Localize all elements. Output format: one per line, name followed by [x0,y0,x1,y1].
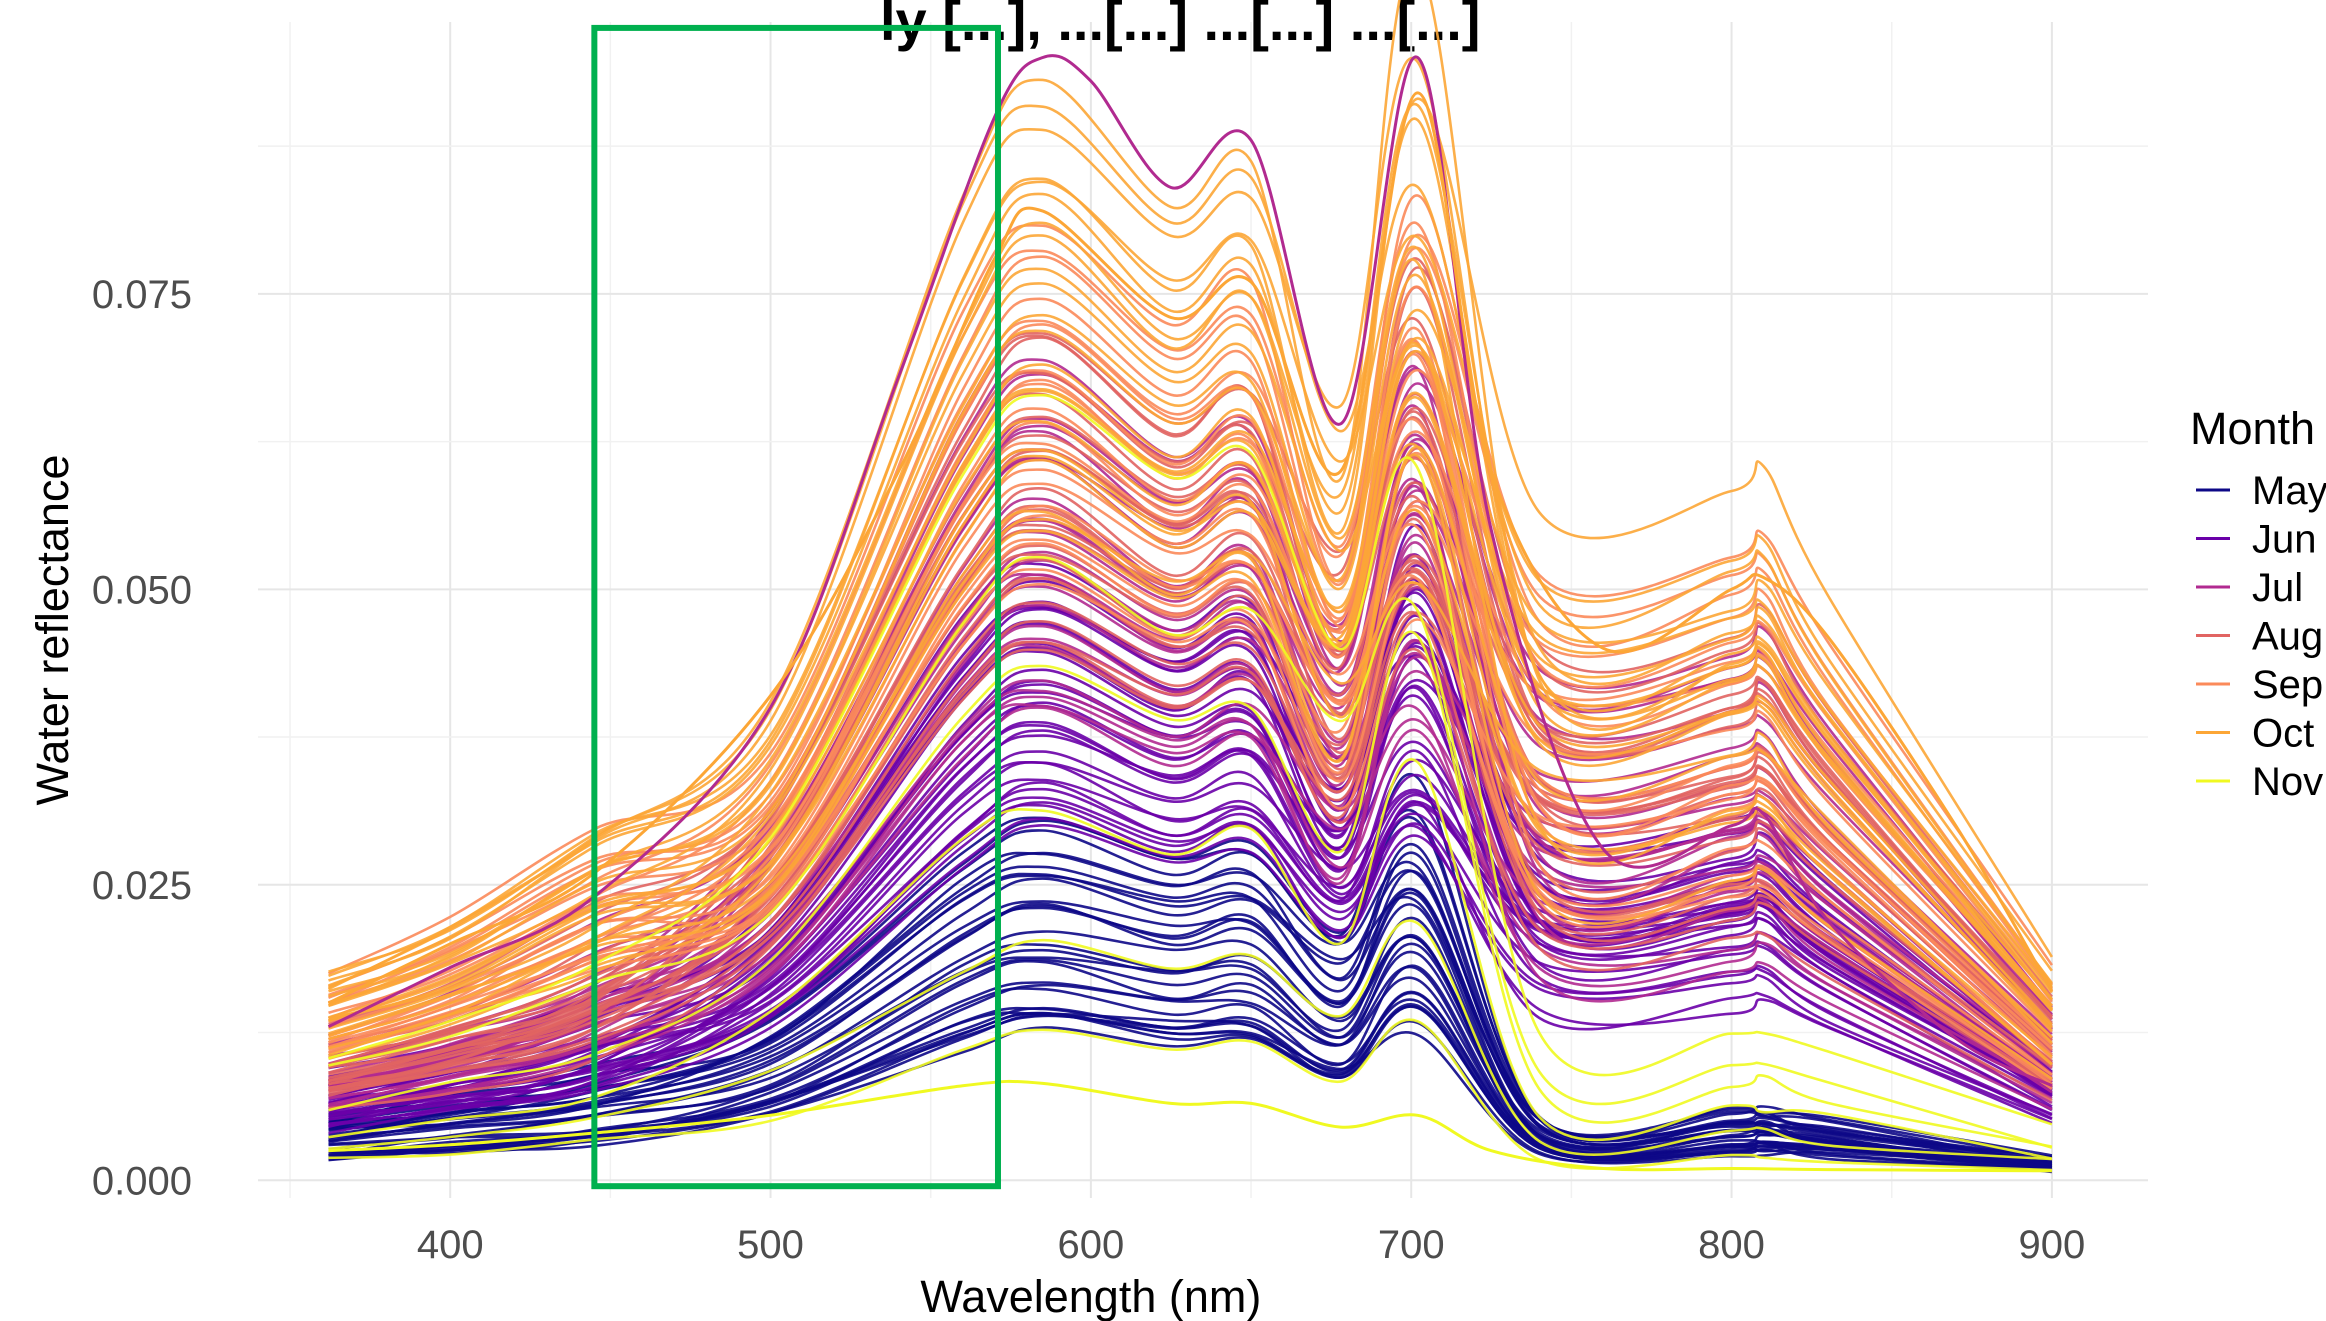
series-line-may [328,816,2053,1160]
series-line-nov-envelope [328,1079,2052,1173]
series-line-oct [328,102,2053,1007]
legend-label-sep: Sep [2252,663,2323,707]
series-line-oct [328,453,2053,1080]
series-line-oct-envelope [327,91,2054,1005]
series-line-sep [328,482,2053,1038]
x-tick-label: 700 [1378,1223,1445,1267]
x-tick-label: 400 [417,1223,484,1267]
series-line-nov [328,758,2053,1160]
series-line-aug [328,517,2053,1097]
series-line-oct [328,234,2053,1012]
series-line-may [328,865,2053,1163]
legend-label-oct: Oct [2252,712,2314,756]
series-line-oct [327,97,2054,990]
series-line-oct [328,267,2053,998]
axes: 400 500 600 700 800 900 0.000 0.025 0.050 0.075 [92,273,2085,1267]
series-line-nov [328,555,2053,1149]
series-line-nov [328,393,2053,1126]
series-line-jun [328,800,2053,1125]
series-line-jul [328,695,2053,1108]
y-tick-label: 0.075 [92,273,192,317]
series-line-jun [328,684,2053,1127]
series-line-sep [328,382,2053,1044]
legend-label-nov: Nov [2252,760,2323,804]
series-line-may [328,964,2052,1164]
x-tick-label: 600 [1058,1223,1125,1267]
series-line-sep [328,323,2053,1050]
highlight-box [591,24,1001,1190]
x-axis-title: Wavelength (nm) [920,1271,1261,1321]
series-line-may [328,933,2053,1171]
series-line-jul [328,679,2053,1105]
x-tick-label: 900 [2019,1223,2086,1267]
series-line-oct [328,517,2053,1050]
y-tick-label: 0.025 [92,864,192,908]
legend-label-aug: Aug [2252,615,2323,659]
series-line-aug [328,334,2053,1030]
series-line-sep [328,468,2053,1055]
legend-label-may: May [2252,469,2326,513]
series-line-nov [328,919,2052,1161]
series-line-nov [328,630,2053,1148]
series-line-jul-envelope [327,54,2053,1088]
y-tick-label: 0.050 [92,568,192,612]
series-line-oct [328,454,2053,1066]
series-line-oct [328,56,2053,1010]
series-line-may [328,976,2053,1168]
series-line-aug [328,570,2053,1086]
annotation-layer [591,24,1001,1190]
series-line-oct [327,0,2053,1001]
series-line-sep [328,326,2053,1056]
series-layer [327,0,2054,1174]
legend-label-jul: Jul [2252,566,2303,610]
series-line-nov [328,1018,2052,1172]
y-tick-label: 0.000 [92,1159,192,1203]
series-line-aug [328,576,2053,1082]
series-line-sep [328,508,2053,1091]
series-line-oct [328,308,2053,1030]
series-line-jun [328,724,2053,1108]
legend-label-jun: Jun [2252,518,2317,562]
x-tick-label: 500 [737,1223,804,1267]
x-tick-label: 800 [1698,1223,1765,1267]
series-line-aug [328,640,2053,1110]
series-line-oct [328,396,2053,1035]
y-axis-title: Water reflectance [27,455,78,806]
legend-title: Month [2190,403,2315,454]
series-line-sep [328,568,2053,1082]
